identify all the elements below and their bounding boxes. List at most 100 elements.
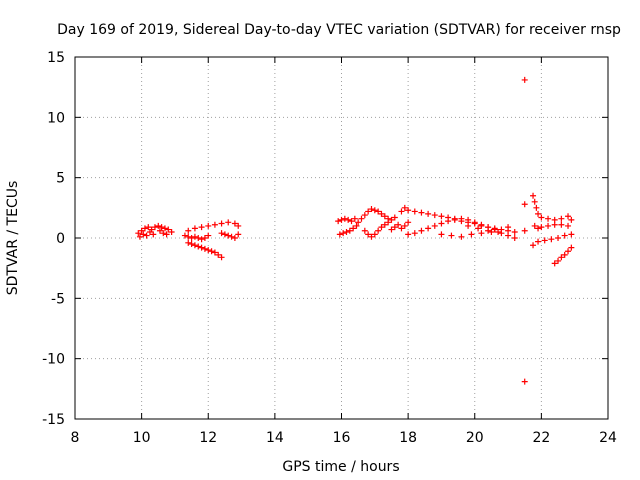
data-point <box>218 220 225 227</box>
data-point <box>136 233 143 240</box>
data-point <box>205 247 212 254</box>
data-point <box>381 221 388 228</box>
data-point <box>198 236 205 243</box>
data-point <box>375 227 382 234</box>
data-point <box>535 225 542 232</box>
data-point <box>361 212 368 219</box>
data-point <box>568 244 575 251</box>
data-point <box>205 232 212 239</box>
x-tick-label: 12 <box>199 430 217 446</box>
data-point <box>205 222 212 229</box>
data-point <box>145 224 152 231</box>
data-point <box>231 220 238 227</box>
x-tick-label: 14 <box>266 430 284 446</box>
data-point <box>495 228 502 235</box>
data-point <box>378 210 385 217</box>
y-tick-label: -5 <box>51 291 65 307</box>
data-point <box>531 222 538 229</box>
data-point <box>151 224 158 231</box>
data-point <box>533 204 540 211</box>
data-points <box>135 76 575 385</box>
data-point <box>195 243 202 250</box>
data-point <box>511 228 518 235</box>
data-point <box>401 222 408 229</box>
chart-title: Day 169 of 2019, Sidereal Day-to-day VTE… <box>57 22 621 38</box>
data-point <box>411 208 418 215</box>
data-point <box>168 228 175 235</box>
data-point <box>388 216 395 223</box>
data-point <box>521 201 528 208</box>
data-point <box>368 206 375 213</box>
data-point <box>438 231 445 238</box>
data-point <box>521 378 528 385</box>
data-point <box>335 218 342 225</box>
data-point <box>188 241 195 248</box>
data-point <box>201 245 208 252</box>
y-tick-label: -10 <box>42 352 65 368</box>
data-point <box>395 221 402 228</box>
data-point <box>368 233 375 240</box>
data-point <box>405 207 412 214</box>
axis-ticks: 8 10 12 14 16 18 20 22 24 -15 -10 -5 0 5 10 15 <box>42 50 617 446</box>
data-point <box>485 227 492 234</box>
data-point <box>371 207 378 214</box>
data-point <box>221 231 228 238</box>
data-point <box>438 220 445 227</box>
data-point <box>471 219 478 226</box>
data-point <box>425 225 432 232</box>
x-tick-label: 16 <box>333 430 351 446</box>
data-point <box>235 231 242 238</box>
data-point <box>561 232 568 239</box>
data-point <box>361 227 368 234</box>
grid <box>75 57 608 419</box>
data-point <box>511 235 518 241</box>
data-point <box>188 235 195 241</box>
data-point <box>346 227 353 234</box>
data-point <box>191 242 198 249</box>
data-point <box>161 225 168 232</box>
data-point <box>218 254 225 261</box>
data-point <box>191 233 198 240</box>
data-point <box>228 233 235 240</box>
data-point <box>378 224 385 231</box>
data-point <box>195 235 202 241</box>
y-axis-label: SDTVAR / TECUs <box>5 181 21 296</box>
data-point <box>451 216 458 223</box>
data-point <box>338 216 345 223</box>
data-point <box>545 222 552 229</box>
data-point <box>388 226 395 233</box>
data-point <box>211 249 218 256</box>
data-point <box>478 221 485 228</box>
data-point <box>425 210 432 217</box>
data-point <box>438 213 445 220</box>
data-point <box>225 232 232 239</box>
data-point <box>351 215 358 222</box>
data-point <box>565 222 572 229</box>
x-tick-label: 8 <box>71 430 80 446</box>
data-point <box>211 221 218 228</box>
data-point <box>135 230 142 237</box>
data-point <box>555 257 562 264</box>
data-point <box>538 224 545 231</box>
data-point <box>350 225 357 232</box>
data-point <box>531 198 538 205</box>
data-point <box>541 237 548 244</box>
data-point <box>431 212 438 219</box>
data-point <box>201 235 208 241</box>
data-point <box>431 222 438 229</box>
data-point <box>418 209 425 216</box>
data-point <box>558 221 565 228</box>
data-point <box>521 227 528 234</box>
data-point <box>198 244 205 251</box>
data-point <box>538 214 545 221</box>
data-point <box>181 232 188 239</box>
data-point <box>198 224 205 231</box>
x-tick-label: 22 <box>532 430 550 446</box>
data-point <box>141 225 148 232</box>
data-point <box>235 222 242 229</box>
data-point <box>448 232 455 239</box>
data-point <box>561 251 568 258</box>
data-point <box>565 213 572 220</box>
data-point <box>143 232 150 239</box>
